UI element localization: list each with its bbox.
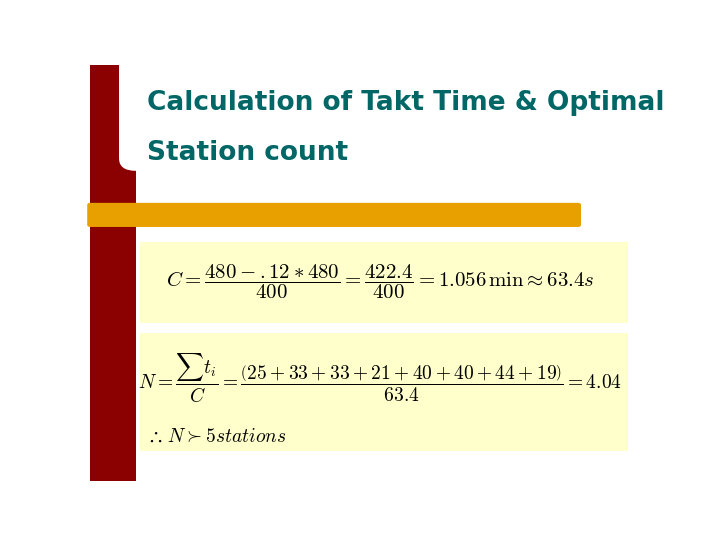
Bar (140, 241, 629, 322)
Bar (140, 333, 629, 451)
FancyBboxPatch shape (119, 50, 279, 171)
Text: $N = \dfrac{\sum t_i}{C} = \dfrac{\left(25 + 33 + 33 + 21 + 40 + 40 + 44 + 19\ri: $N = \dfrac{\sum t_i}{C} = \dfrac{\left(… (138, 352, 622, 404)
Bar (90, 65, 136, 481)
Text: $C = \dfrac{480 - .12 * 480}{400} = \dfrac{422.4}{400} = 1.056\,\mathrm{min} \ap: $C = \dfrac{480 - .12 * 480}{400} = \dfr… (166, 263, 595, 301)
Text: Station count: Station count (147, 140, 348, 166)
Bar (136, 65, 258, 156)
FancyBboxPatch shape (87, 203, 581, 227)
Text: Calculation of Takt Time & Optimal: Calculation of Takt Time & Optimal (147, 90, 665, 116)
Text: $\therefore\, N \succ 5\mathit{stations}$: $\therefore\, N \succ 5\mathit{stations}… (145, 427, 286, 446)
